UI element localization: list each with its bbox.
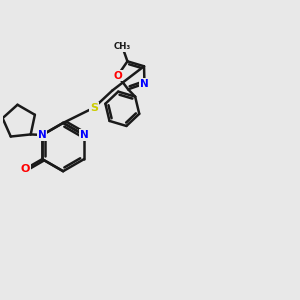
Text: O: O (21, 164, 30, 174)
Text: O: O (113, 70, 122, 81)
Text: N: N (38, 130, 46, 140)
Text: N: N (140, 79, 149, 88)
Text: N: N (80, 130, 88, 140)
Text: S: S (90, 103, 98, 112)
Text: CH₃: CH₃ (114, 42, 131, 51)
